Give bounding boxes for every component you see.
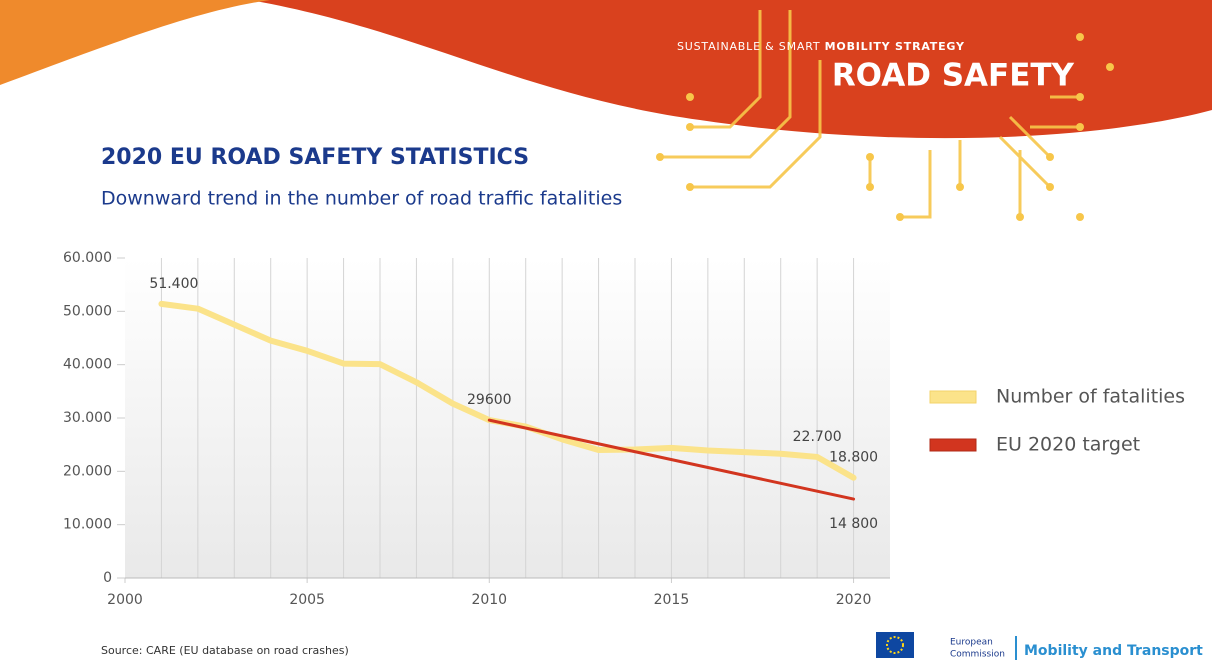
header-kicker-light: SUSTAINABLE & SMART — [677, 40, 820, 53]
x-tick-label: 2020 — [836, 592, 872, 608]
header-kicker: SUSTAINABLE & SMART MOBILITY STRATEGY — [677, 40, 965, 53]
legend-label: EU 2020 target — [996, 434, 1140, 456]
org-line1: European — [950, 638, 993, 648]
legend-swatch — [930, 391, 976, 403]
data-label: 14 800 — [829, 516, 878, 532]
y-tick-label: 10.000 — [63, 517, 112, 533]
chart-subtitle: Downward trend in the number of road tra… — [101, 188, 622, 210]
header-wave-left — [0, 0, 270, 85]
y-tick-label: 60.000 — [63, 250, 112, 266]
y-tick-label: 50.000 — [63, 303, 112, 319]
data-label: 29600 — [467, 392, 512, 408]
slide: SUSTAINABLE & SMART MOBILITY STRATEGY RO… — [0, 0, 1212, 666]
x-tick-label: 2000 — [107, 592, 143, 608]
legend-swatch — [930, 439, 976, 451]
plot-area — [125, 258, 890, 578]
data-label: 22.700 — [793, 429, 842, 445]
y-tick-label: 40.000 — [63, 357, 112, 373]
eu-flag — [876, 632, 914, 658]
header-kicker-bold: MOBILITY STRATEGY — [825, 40, 965, 53]
x-tick-label: 2015 — [654, 592, 690, 608]
legend-label: Number of fatalities — [996, 386, 1185, 408]
y-tick-label: 0 — [103, 570, 112, 586]
org-line2: Commission — [950, 650, 1005, 660]
data-label: 51.400 — [149, 276, 198, 292]
y-tick-label: 30.000 — [63, 410, 112, 426]
x-tick-label: 2005 — [289, 592, 325, 608]
y-tick-label: 20.000 — [63, 463, 112, 479]
dg-name: Mobility and Transport — [1024, 643, 1203, 659]
chart-title: 2020 EU ROAD SAFETY STATISTICS — [101, 145, 529, 170]
data-label: 18.800 — [829, 450, 878, 466]
x-tick-label: 2010 — [471, 592, 507, 608]
chart: SUSTAINABLE & SMART MOBILITY STRATEGY RO… — [0, 0, 1212, 666]
header-title: ROAD SAFETY — [832, 58, 1075, 94]
source: Source: CARE (EU database on road crashe… — [101, 644, 349, 657]
